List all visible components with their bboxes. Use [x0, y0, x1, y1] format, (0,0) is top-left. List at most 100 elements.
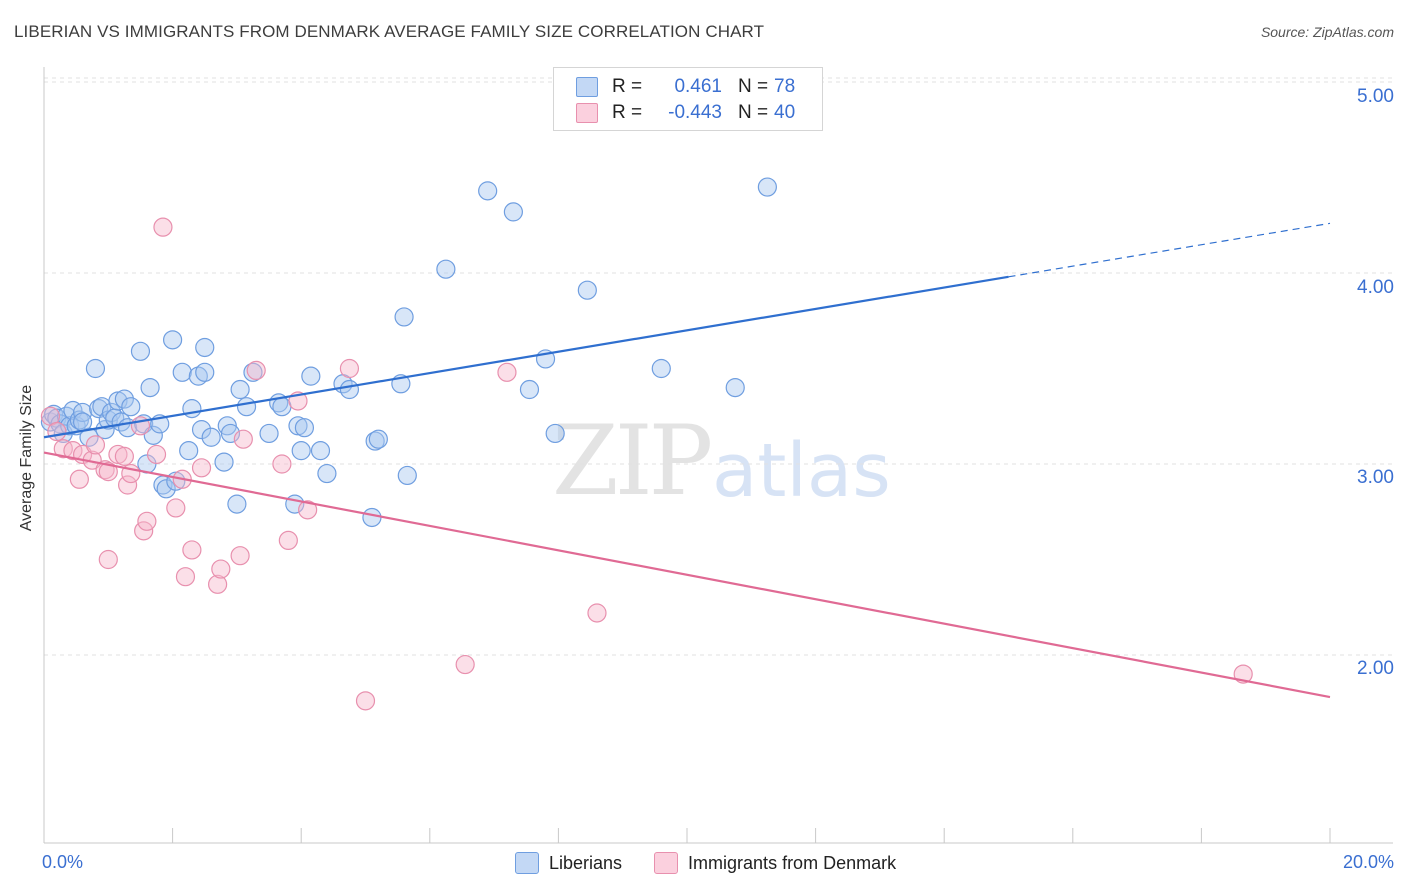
y-axis-label: Average Family Size — [18, 384, 35, 532]
data-point-denmark — [63, 441, 83, 461]
data-point-denmark — [298, 500, 318, 520]
data-point-liberians — [651, 358, 671, 379]
data-point-liberians — [227, 494, 247, 514]
data-point-liberians — [436, 259, 456, 279]
y-tick-label: 2.00 — [1357, 658, 1394, 679]
data-point-liberians — [503, 202, 523, 222]
data-point-liberians — [143, 425, 163, 445]
data-point-liberians — [394, 307, 414, 327]
data-point-denmark — [182, 540, 202, 560]
data-point-liberians — [182, 399, 202, 419]
data-point-liberians — [545, 423, 565, 444]
legend-row-liberians: R = 0.461 N = 78 — [576, 75, 795, 99]
legend-row-denmark: R = -0.443 N = 40 — [576, 101, 795, 125]
data-point-denmark — [114, 446, 134, 466]
trendline-liberians — [43, 275, 1009, 439]
data-point-liberians — [191, 420, 212, 440]
data-point-denmark — [278, 530, 298, 551]
data-point-denmark — [339, 358, 360, 379]
legend-label: Liberians — [549, 852, 623, 873]
legend-r-value: 0.461 — [674, 76, 722, 97]
legend-n-label: N = — [738, 102, 769, 123]
data-point-liberians — [365, 431, 385, 451]
data-point-liberians — [362, 507, 382, 528]
data-point-denmark — [85, 435, 106, 455]
y-tick-label: 3.00 — [1357, 467, 1394, 488]
data-point-liberians — [272, 397, 292, 417]
data-point-liberians — [201, 427, 221, 447]
chart-title: LIBERIAN VS IMMIGRANTS FROM DENMARK AVER… — [14, 22, 765, 41]
data-point-liberians — [725, 378, 745, 398]
data-point-liberians — [121, 397, 141, 417]
data-point-liberians — [478, 181, 498, 201]
legend-item-liberians[interactable]: Liberians — [515, 852, 622, 874]
data-point-denmark — [98, 462, 118, 482]
data-point-liberians — [130, 341, 151, 361]
data-point-liberians — [243, 362, 263, 382]
x-axis-min-label: 0.0% — [42, 852, 84, 872]
legend-n-label: N = — [738, 76, 769, 97]
data-point-denmark — [53, 439, 73, 459]
data-point-denmark — [246, 360, 266, 381]
legend-label: Immigrants from Denmark — [688, 852, 897, 873]
data-point-liberians — [195, 362, 215, 382]
data-point-liberians — [214, 452, 234, 472]
y-tick-label: 5.00 — [1357, 86, 1394, 107]
data-point-liberians — [163, 330, 183, 350]
data-point-denmark — [211, 559, 231, 579]
data-point-liberians — [294, 418, 315, 438]
data-point-liberians — [317, 463, 337, 484]
data-point-liberians — [259, 423, 279, 444]
data-point-denmark — [69, 469, 89, 489]
data-point-denmark — [98, 549, 118, 570]
data-point-liberians — [179, 441, 199, 461]
legend-r-label: R = — [612, 102, 643, 123]
data-point-liberians — [519, 379, 540, 400]
source-label: Source: ZipAtlas.com — [1260, 24, 1394, 40]
data-point-denmark — [233, 429, 253, 449]
legend-r-label: R = — [612, 76, 643, 97]
trendline-liberians-extension — [1008, 222, 1331, 278]
legend-r-value: -0.443 — [668, 102, 722, 123]
data-point-liberians — [301, 366, 321, 386]
legend-n-value: 78 — [774, 76, 796, 97]
legend-item-denmark[interactable]: Immigrants from Denmark — [654, 852, 896, 874]
data-point-liberians — [339, 379, 360, 400]
data-point-liberians — [397, 465, 417, 486]
data-point-denmark — [230, 546, 250, 566]
data-point-liberians — [114, 389, 134, 409]
data-point-denmark — [137, 511, 157, 531]
data-point-denmark — [153, 217, 173, 237]
x-axis-max-label: 20.0% — [1342, 852, 1394, 872]
y-tick-label: 4.00 — [1357, 277, 1394, 298]
watermark-atlas: atlas — [712, 428, 891, 514]
data-point-liberians — [757, 177, 777, 197]
data-point-liberians — [236, 397, 257, 417]
data-point-liberians — [230, 379, 250, 400]
legend-swatch-blue — [515, 852, 539, 874]
data-point-liberians — [195, 337, 215, 358]
data-point-liberians — [85, 358, 106, 379]
data-point-liberians — [291, 441, 311, 461]
data-point-liberians — [172, 362, 192, 382]
data-point-denmark — [355, 691, 376, 711]
data-point-denmark — [166, 498, 186, 518]
data-point-liberians — [140, 378, 160, 398]
data-point-denmark — [146, 444, 167, 465]
data-point-liberians — [156, 479, 176, 499]
data-point-liberians — [368, 429, 388, 449]
data-point-denmark — [117, 475, 138, 495]
legend-n-value: 40 — [774, 102, 796, 123]
data-point-denmark — [208, 574, 228, 594]
legend-swatch-blue — [576, 77, 598, 97]
watermark-zip: ZIP — [552, 405, 713, 517]
data-point-liberians — [577, 280, 597, 300]
series-legend: Liberians Immigrants from Denmark — [515, 852, 928, 874]
data-point-liberians — [310, 441, 331, 461]
data-point-denmark — [47, 421, 67, 442]
data-point-denmark — [497, 362, 517, 382]
data-point-denmark — [587, 603, 607, 623]
data-point-denmark — [455, 654, 475, 675]
data-point-denmark — [175, 567, 196, 587]
